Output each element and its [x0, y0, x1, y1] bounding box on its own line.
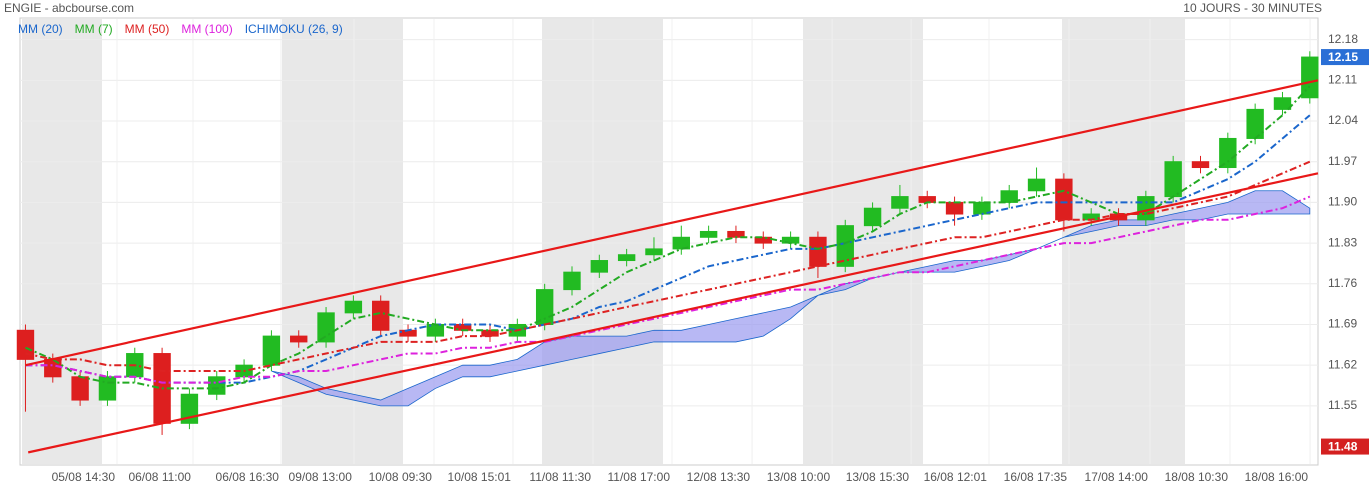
x-tick-label: 06/08 11:00 — [128, 470, 191, 484]
candle-body — [98, 376, 117, 401]
candle-body — [672, 236, 690, 250]
candle-body — [1191, 161, 1210, 169]
legend-entry: ICHIMOKU (26, 9) — [245, 22, 343, 36]
x-tick-label: 18/08 16:00 — [1245, 470, 1309, 484]
y-tick-label: 11.55 — [1328, 398, 1357, 412]
candle-body — [1027, 178, 1046, 192]
legend-entry: MM (100) — [181, 22, 232, 36]
moving-average — [25, 85, 1311, 390]
moving-average — [25, 195, 1311, 384]
day-band — [542, 19, 663, 464]
x-tick-label: 13/08 10:00 — [767, 470, 831, 484]
x-tick-label: 17/08 14:00 — [1085, 470, 1149, 484]
x-tick-label: 16/08 12:01 — [924, 470, 988, 484]
price-marker — [1321, 438, 1369, 455]
day-band — [282, 19, 403, 464]
candle-body — [1273, 97, 1292, 110]
candle-body — [290, 335, 308, 343]
y-tick-label: 11.90 — [1328, 195, 1357, 209]
candle-body — [208, 376, 226, 395]
candle-body — [754, 236, 772, 244]
candle-body — [945, 201, 964, 215]
y-tick-label: 12.04 — [1328, 113, 1358, 127]
x-tick-label: 06/08 16:30 — [216, 470, 280, 484]
x-tick-label: 18/08 10:30 — [1165, 470, 1229, 484]
x-tick-label: 12/08 13:30 — [687, 470, 751, 484]
y-tick-label: 11.69 — [1328, 317, 1357, 331]
candle-body — [71, 376, 89, 401]
y-tick-label: 11.62 — [1328, 357, 1357, 371]
legend-entry: MM (20) — [18, 22, 63, 36]
candle-body — [1219, 137, 1237, 169]
x-tick-label: 10/08 15:01 — [448, 470, 512, 484]
day-band — [22, 19, 102, 464]
legend-entry: MM (7) — [75, 22, 113, 36]
x-tick-label: 05/08 14:30 — [52, 470, 116, 484]
candle-body — [891, 196, 909, 209]
candle-body — [699, 230, 718, 238]
candle-body — [317, 312, 335, 343]
x-tick-label: 11/08 11:30 — [529, 470, 591, 484]
candle-body — [1164, 161, 1182, 198]
candle-body — [1055, 178, 1073, 221]
day-band — [1062, 19, 1185, 464]
candle-body — [16, 329, 35, 360]
price-marker — [1321, 49, 1369, 66]
y-tick-label: 11.97 — [1328, 154, 1357, 168]
candle-body — [617, 254, 636, 262]
ichimoku-cloud — [271, 190, 1311, 407]
candle-body — [645, 248, 663, 256]
x-tick-label: 10/08 09:30 — [369, 470, 433, 484]
y-tick-label: 11.76 — [1328, 276, 1357, 290]
y-tick-label: 12.11 — [1328, 72, 1357, 86]
x-tick-label: 13/08 15:30 — [846, 470, 910, 484]
candle-body — [863, 207, 882, 227]
chart-subtitle: 10 JOURS - 30 MINUTES — [1183, 1, 1322, 15]
candle-body — [563, 271, 581, 291]
candle-body — [262, 335, 281, 366]
x-tick-label: 11/08 17:00 — [607, 470, 670, 484]
candle-body — [1301, 56, 1319, 99]
candle-body — [1246, 108, 1264, 139]
trend-line — [27, 172, 1319, 454]
legend-entry: MM (50) — [125, 22, 170, 36]
candle-body — [836, 225, 854, 267]
candle-body — [372, 300, 390, 331]
candle-body — [809, 236, 827, 267]
y-tick-label: 12.18 — [1328, 32, 1358, 46]
candle-body — [590, 260, 609, 273]
candle-body — [344, 300, 363, 314]
moving-average — [25, 114, 1311, 384]
x-tick-label: 16/08 17:35 — [1004, 470, 1068, 484]
x-tick-label: 09/08 13:00 — [289, 470, 353, 484]
trend-line — [25, 79, 1319, 367]
y-tick-label: 11.83 — [1328, 235, 1357, 249]
price-marker-label: 12.15 — [1328, 50, 1358, 64]
price-marker-label: 11.48 — [1328, 440, 1358, 454]
moving-average — [25, 160, 1311, 372]
chart-title: ENGIE - abcbourse.com — [4, 1, 134, 15]
